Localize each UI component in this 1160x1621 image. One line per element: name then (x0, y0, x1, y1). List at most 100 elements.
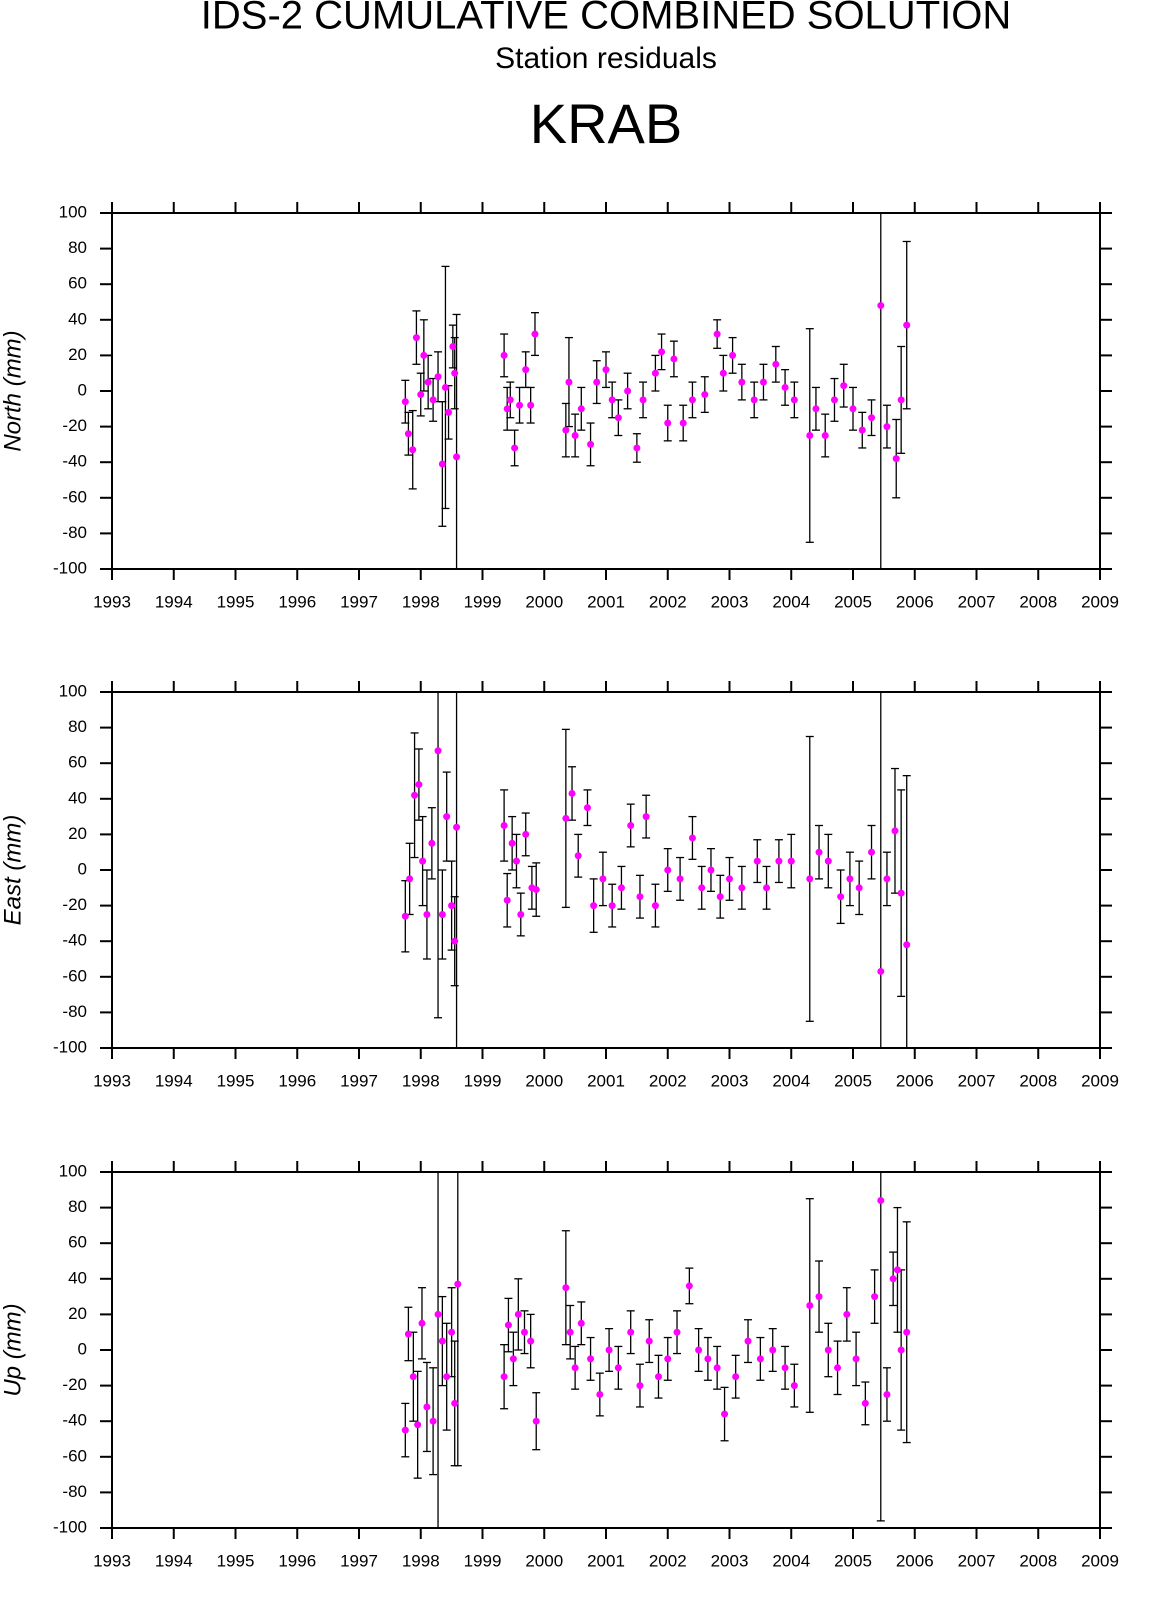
x-tick-label: 2005 (834, 1551, 872, 1570)
data-point (903, 321, 911, 329)
y-tick-label: -60 (62, 1446, 87, 1465)
chart-title: IDS-2 CUMULATIVE COMBINED SOLUTION (201, 0, 1011, 38)
x-tick-label: 1998 (402, 1551, 440, 1570)
data-point (790, 1382, 798, 1390)
data-point (522, 366, 530, 374)
y-tick-label: -40 (62, 452, 87, 471)
data-point (522, 830, 530, 838)
data-point (868, 848, 876, 856)
data-point (514, 1310, 522, 1318)
data-point (571, 1364, 579, 1372)
data-point (840, 382, 848, 390)
data-point (434, 373, 442, 381)
x-tick-label: 1993 (93, 592, 131, 611)
plot-area (401, 1172, 911, 1528)
data-point (441, 383, 449, 391)
data-point (903, 941, 911, 949)
x-tick-label: 2007 (958, 592, 996, 611)
data-point (596, 1391, 604, 1398)
data-point (651, 369, 659, 377)
data-point (670, 355, 678, 363)
x-tick-label: 1997 (340, 1071, 378, 1090)
data-point (428, 839, 436, 847)
x-tick-label: 2000 (525, 592, 563, 611)
data-point (781, 1364, 789, 1372)
data-point (445, 408, 453, 416)
y-tick-label: 40 (68, 309, 87, 328)
data-point (855, 884, 863, 892)
data-point (815, 1293, 823, 1301)
data-point (871, 1293, 879, 1301)
data-point (565, 378, 573, 386)
data-point (673, 1328, 681, 1336)
data-point (852, 1355, 860, 1363)
data-point (787, 857, 795, 865)
data-point (419, 857, 427, 865)
data-point (790, 396, 798, 404)
plot-frame (111, 691, 1101, 1049)
y-tick-label: -80 (62, 1002, 87, 1021)
data-point (645, 1337, 653, 1345)
data-point (438, 460, 446, 468)
y-tick-label: 80 (68, 717, 87, 736)
data-point (636, 1382, 644, 1390)
data-point (438, 911, 446, 918)
data-point (830, 396, 838, 404)
data-point (587, 1355, 595, 1363)
data-point (843, 1310, 851, 1318)
x-tick-label: 1999 (464, 592, 502, 611)
x-tick-label: 1995 (217, 592, 255, 611)
data-point (409, 446, 417, 454)
x-tick-label: 2004 (772, 1071, 810, 1090)
data-point (500, 1373, 508, 1381)
data-point (834, 1364, 842, 1372)
data-point (806, 1302, 814, 1309)
data-point (532, 1417, 540, 1425)
y-tick-label: -100 (53, 1037, 87, 1056)
x-tick-label: 2002 (649, 592, 687, 611)
data-point (599, 875, 607, 883)
data-point (509, 1355, 517, 1363)
data-point (527, 1337, 535, 1345)
x-tick-label: 2008 (1019, 1071, 1057, 1090)
data-point (889, 1275, 897, 1283)
data-point (716, 893, 724, 901)
x-tick-label: 1994 (155, 1071, 193, 1090)
data-point (614, 1364, 622, 1372)
data-point (434, 747, 442, 755)
data-point (414, 1421, 422, 1429)
data-point (897, 1346, 905, 1354)
data-point (404, 1330, 412, 1338)
data-point (695, 1346, 703, 1354)
data-point (420, 351, 428, 359)
data-point (438, 1337, 446, 1345)
data-point (893, 1266, 901, 1274)
data-point (583, 804, 591, 812)
y-tick-label: 100 (59, 1161, 87, 1180)
y-tick-label: 20 (68, 824, 87, 843)
y-axis-label: North (mm) (0, 330, 26, 451)
y-tick-label: 80 (68, 1197, 87, 1216)
data-point (500, 351, 508, 359)
data-point (401, 912, 409, 920)
data-point (520, 1328, 528, 1336)
y-tick-label: 100 (59, 681, 87, 700)
data-point (756, 1355, 764, 1363)
data-point (651, 902, 659, 910)
data-point (562, 1284, 570, 1292)
data-point (676, 875, 684, 883)
x-tick-label: 2005 (834, 592, 872, 611)
data-point (824, 857, 832, 865)
data-point (401, 1426, 409, 1434)
data-point (424, 378, 432, 386)
data-point (504, 1321, 512, 1329)
y-tick-label: -20 (62, 416, 87, 435)
data-point (701, 391, 709, 399)
y-tick-label: 60 (68, 1233, 87, 1252)
y-tick-label: 0 (78, 380, 87, 399)
data-point (503, 896, 511, 904)
data-point (837, 893, 845, 901)
data-point (608, 902, 616, 910)
x-tick-label: 1993 (93, 1071, 131, 1090)
